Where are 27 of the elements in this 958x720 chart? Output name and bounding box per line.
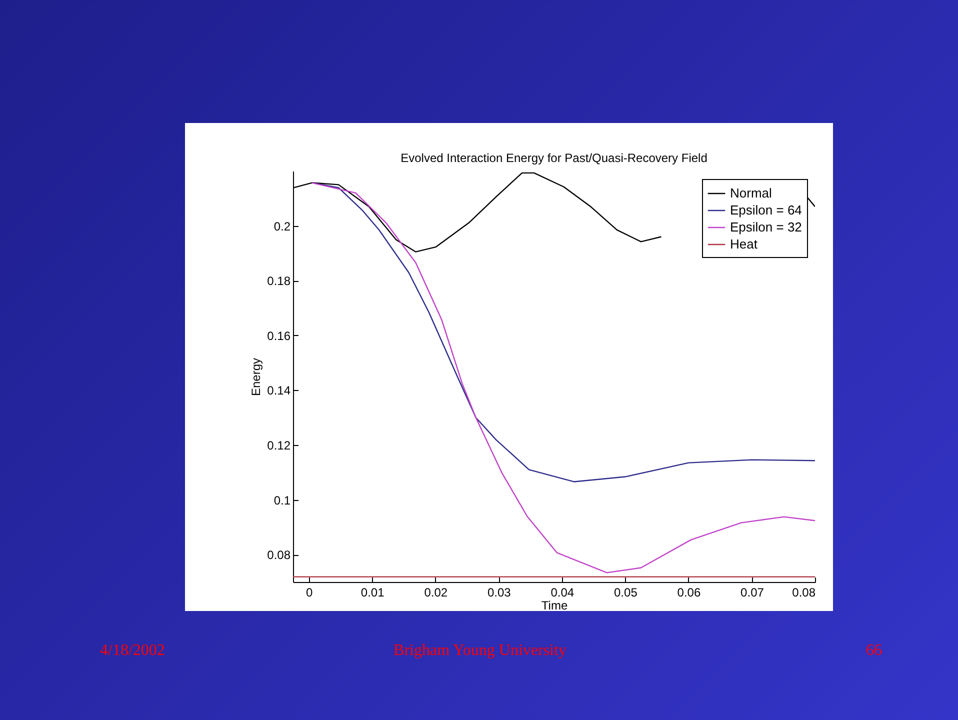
text: 66 [866,642,882,660]
x-tick-label: 0.07 [740,586,764,600]
legend-label: Epsilon = 64 [730,202,802,218]
chart-title: Evolved Interaction Energy for Past/Quasi-Recovery Field [400,151,708,165]
legend-label: Epsilon = 32 [730,220,802,234]
y-tick-label: 0.1 [274,493,291,508]
legend-label: Normal [730,186,772,200]
text: 4/18/2002 [100,642,165,660]
y-tick-label: 0.18 [267,274,291,288]
text: Brigham Young University [394,642,566,660]
x-tick-label: 0.04 [550,586,574,600]
y-tick-label: 0.14 [267,384,291,398]
x-tick-label: 0.06 [677,586,701,600]
line-series [311,182,815,574]
legend-label: Heat [730,236,758,252]
x-tick-label: 0.08 [792,586,816,600]
y-tick-label: 0.12 [267,438,291,452]
y-tick-label: 0.08 [267,548,291,562]
y-tick-label: 0.16 [267,328,291,343]
x-tick-label: 0.01 [360,586,385,600]
y-axis-title: Energy [249,358,264,396]
x-tick-label: 0.02 [424,586,448,600]
x-tick-label: 0 [306,586,313,600]
x-axis-title: Time [541,598,568,612]
x-tick-label: 0.03 [487,586,512,600]
x-tick-label: 0.05 [614,586,638,600]
y-tick-label: 0.2 [274,219,291,234]
